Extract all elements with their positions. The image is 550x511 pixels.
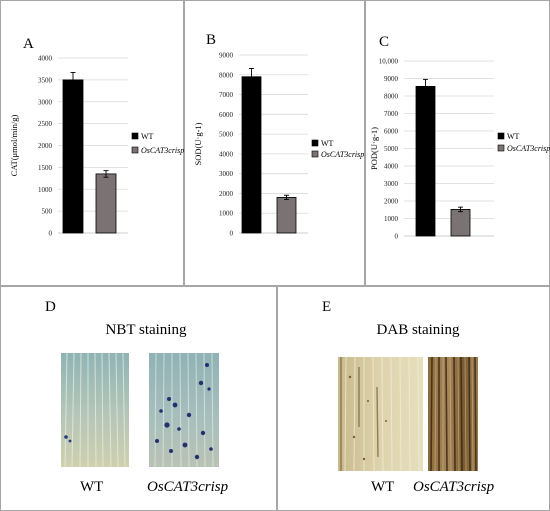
- bar-oscat3crisp: [276, 196, 297, 234]
- y-tick-label: 4000: [384, 163, 399, 171]
- panel-a: A 0 500 1000 1500 2000 2500 3000 3500 4000 CAT(μmo…: [0, 0, 184, 286]
- dab-wt-label: WT: [371, 479, 395, 495]
- y-tick-label: 4000: [219, 150, 234, 158]
- y-tick-label: 9000: [219, 52, 234, 60]
- y-tick-label: 4000: [38, 55, 53, 63]
- panel-d: D NBT staining: [0, 286, 277, 511]
- legend-swatch: [497, 132, 505, 140]
- y-tick-label: 5000: [219, 131, 234, 139]
- legend-swatch: [131, 132, 139, 140]
- panel-c: C 0 1000 2000 3000 4000 5000 6000 7000 8000 9000 10…: [365, 0, 550, 286]
- y-axis-label: SOD(U·g-1): [193, 122, 203, 165]
- legend-label: OsCAT3crisp: [141, 146, 184, 155]
- panel-letter: A: [23, 36, 34, 52]
- legend-label: WT: [507, 132, 520, 141]
- y-axis-label: POD(U·g-1): [369, 127, 379, 170]
- y-tick-label: 500: [42, 208, 53, 216]
- panel-letter: C: [379, 34, 389, 50]
- panel-letter-e: E: [322, 299, 332, 315]
- panel-b: B 0 1000 2000 3000 4000 5000 6000 7000 8000 9000 SO…: [184, 0, 365, 286]
- y-tick-label: 7000: [219, 91, 234, 99]
- legend-swatch: [497, 144, 505, 152]
- bar-oscat3crisp: [95, 173, 117, 234]
- y-tick-label: 3000: [38, 98, 53, 106]
- legend-swatch: [311, 150, 319, 158]
- y-tick-label: 1500: [38, 164, 53, 172]
- y-tick-label: 2000: [38, 142, 53, 150]
- y-tick-label: 2500: [38, 120, 53, 128]
- nbt-staining-title: NBT staining: [105, 322, 187, 338]
- panel-letter-d: D: [45, 299, 56, 315]
- y-tick-label: 10,000: [379, 58, 399, 66]
- panel-letter: B: [206, 32, 216, 48]
- bar-wt: [241, 76, 262, 234]
- y-tick-label: 1000: [38, 186, 53, 194]
- y-tick-label: 0: [49, 230, 53, 238]
- y-tick-label: 3000: [384, 180, 399, 188]
- bar-oscat3crisp: [450, 208, 471, 237]
- nbt-wt-label: WT: [80, 479, 104, 495]
- y-tick-label: 3000: [219, 170, 234, 178]
- mutant-nbt-leaf-image: [149, 353, 219, 467]
- y-tick-label: 0: [395, 233, 399, 241]
- legend-swatch: [131, 146, 139, 154]
- cat-bar-chart: A 0 500 1000 1500 2000 2500 3000 3500 4000 CAT(μmo…: [9, 36, 184, 238]
- dab-staining-title: DAB staining: [376, 322, 460, 338]
- y-tick-label: 6000: [384, 128, 399, 136]
- y-tick-label: 2000: [384, 198, 399, 206]
- y-tick-label: 8000: [219, 71, 234, 79]
- bar-wt: [415, 85, 436, 237]
- panel-e: E DAB staining: [277, 286, 550, 511]
- nbt-mutant-label: OsCAT3crisp: [147, 479, 229, 495]
- legend-label: OsCAT3crisp: [507, 144, 550, 153]
- legend-label: OsCAT3crisp: [321, 150, 364, 159]
- dab-mutant-label: OsCAT3crisp: [413, 479, 495, 495]
- mutant-dab-leaf-image: [428, 357, 478, 471]
- y-tick-label: 1000: [384, 215, 399, 223]
- wt-nbt-leaf-image: [61, 353, 129, 467]
- y-tick-label: 2000: [219, 190, 234, 198]
- y-tick-label: 8000: [384, 93, 399, 101]
- y-tick-label: 7000: [384, 110, 399, 118]
- legend-label: WT: [141, 132, 154, 141]
- legend-label: WT: [321, 139, 334, 148]
- y-axis-label: CAT(μmol/min/g): [9, 114, 19, 176]
- y-tick-label: 5000: [384, 145, 399, 153]
- y-tick-label: 0: [230, 230, 234, 238]
- y-tick-label: 9000: [384, 75, 399, 83]
- sod-bar-chart: B 0 1000 2000 3000 4000 5000 6000 7000 8000 9000 SO…: [193, 32, 364, 238]
- y-tick-label: 1000: [219, 210, 234, 218]
- y-tick-label: 3500: [38, 76, 53, 84]
- y-tick-label: 6000: [219, 111, 234, 119]
- legend-swatch: [311, 139, 319, 147]
- wt-dab-leaf-image: [338, 357, 423, 471]
- bar-wt: [62, 79, 84, 234]
- pod-bar-chart: C 0 1000 2000 3000 4000 5000 6000 7000 8000 9000 10…: [369, 34, 550, 241]
